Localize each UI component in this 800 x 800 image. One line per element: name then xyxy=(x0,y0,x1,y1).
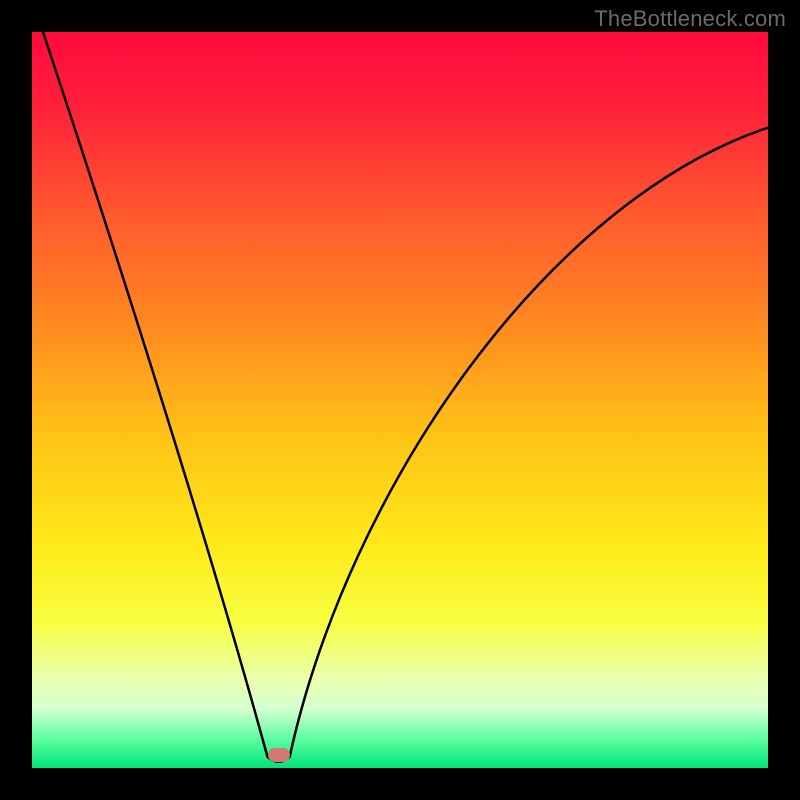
bottleneck-curve xyxy=(43,32,768,762)
chart-frame: TheBottleneck.com xyxy=(0,0,800,800)
curve-svg xyxy=(32,32,768,768)
plot-area xyxy=(32,32,768,768)
valley-marker xyxy=(268,748,290,762)
watermark-text: TheBottleneck.com xyxy=(594,6,786,32)
